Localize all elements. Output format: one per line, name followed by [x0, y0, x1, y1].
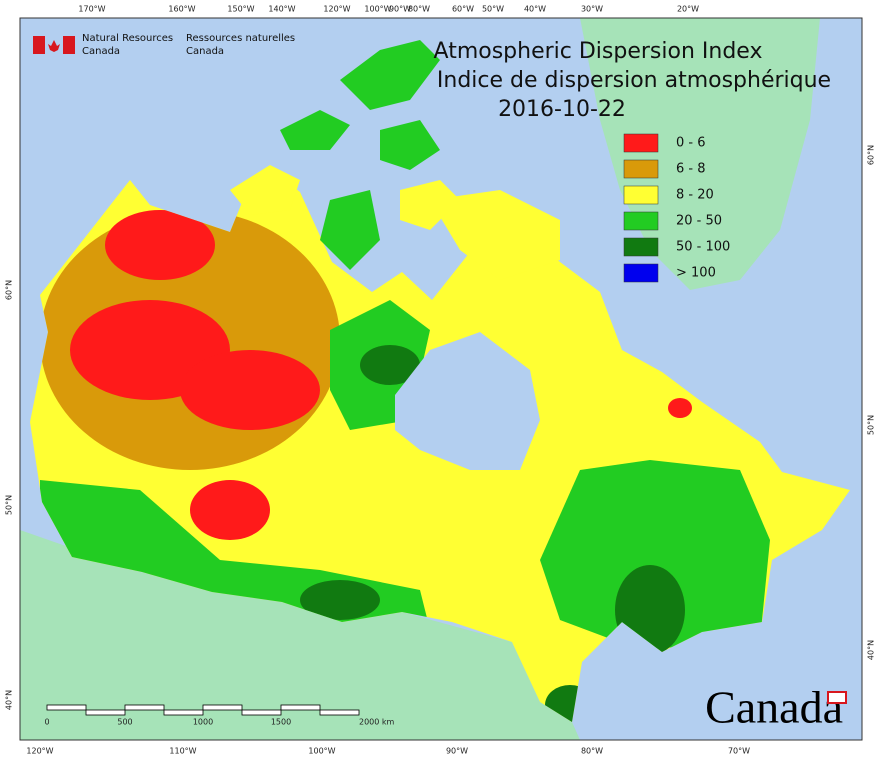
zone	[360, 345, 420, 385]
scale-segment	[46, 704, 87, 711]
title: Atmospheric Dispersion Index	[434, 39, 763, 64]
latitude-label: 50°N	[5, 495, 14, 515]
zone	[180, 350, 320, 430]
usa	[20, 530, 580, 740]
longitude-label: 160°W	[168, 5, 195, 14]
legend-label: 20 - 50	[676, 214, 722, 229]
legend-swatch	[623, 185, 659, 205]
longitude-label: 120°W	[323, 5, 350, 14]
scale-segment	[85, 709, 126, 716]
zone	[190, 480, 270, 540]
longitude-label: 120°W	[26, 747, 53, 756]
longitude-label: 110°W	[169, 747, 196, 756]
latitude-label: 50°N	[867, 415, 876, 435]
longitude-label: 30°W	[581, 5, 603, 14]
agency-en: Natural Resources	[82, 33, 173, 44]
frame	[19, 17, 863, 741]
title: Indice de dispersion atmosphérique	[437, 68, 831, 93]
arctic-islands	[280, 40, 440, 270]
legend-label: > 100	[676, 266, 716, 281]
scale-segment	[124, 704, 165, 711]
scale-segment	[163, 709, 204, 716]
longitude-label: 20°W	[677, 5, 699, 14]
date: 2016-10-22	[498, 97, 626, 122]
longitude-label: 80°W	[408, 5, 430, 14]
legend-label: 8 - 20	[676, 188, 714, 203]
canada-index	[30, 170, 850, 722]
legend-swatch	[623, 211, 659, 231]
latitude-label: 40°N	[867, 640, 876, 660]
latitude-label: 60°N	[5, 280, 14, 300]
legend-swatch	[623, 159, 659, 179]
longitude-label: 40°W	[524, 5, 546, 14]
wordmark: Canada	[705, 682, 843, 733]
flag-bar	[33, 36, 45, 54]
scale-label: 1500	[271, 718, 291, 727]
scale-segment	[202, 704, 243, 711]
longitude-label: 60°W	[452, 5, 474, 14]
scale-segment	[319, 709, 360, 716]
longitude-label: 100°W	[308, 747, 335, 756]
scale-label: 1000	[193, 718, 213, 727]
longitude-label: 70°W	[728, 747, 750, 756]
longitude-label: 50°W	[482, 5, 504, 14]
agency-fr: Canada	[186, 46, 224, 57]
zone	[668, 398, 692, 418]
longitude-label: 80°W	[581, 747, 603, 756]
latitude-label: 60°N	[867, 145, 876, 165]
legend-label: 6 - 8	[676, 162, 706, 177]
zone	[300, 580, 380, 620]
zone	[540, 460, 770, 650]
longitude-label: 140°W	[268, 5, 295, 14]
legend-swatch	[623, 237, 659, 257]
maple-leaf	[48, 40, 60, 52]
hudson-bay	[395, 332, 540, 470]
scale-label: 2000 km	[359, 718, 395, 727]
legend-swatch	[623, 133, 659, 153]
zone	[105, 210, 215, 280]
scale-segment	[241, 709, 282, 716]
agency-en: Canada	[82, 46, 120, 57]
legend-label: 0 - 6	[676, 136, 706, 151]
longitude-label: 170°W	[78, 5, 105, 14]
longitude-label: 90°W	[446, 747, 468, 756]
legend-label: 50 - 100	[676, 240, 730, 255]
wordmark-flag	[827, 691, 847, 704]
arctic-islands	[230, 165, 560, 280]
longitude-label: 100°W	[364, 5, 391, 14]
longitude-label: 150°W	[227, 5, 254, 14]
longitude-label: 90°W	[389, 5, 411, 14]
scale-segment	[280, 704, 321, 711]
scale-label: 0	[44, 718, 49, 727]
latitude-label: 40°N	[5, 690, 14, 710]
flag-bar	[63, 36, 75, 54]
scale-label: 500	[117, 718, 132, 727]
legend-swatch	[623, 263, 659, 283]
agency-fr: Ressources naturelles	[186, 33, 295, 44]
